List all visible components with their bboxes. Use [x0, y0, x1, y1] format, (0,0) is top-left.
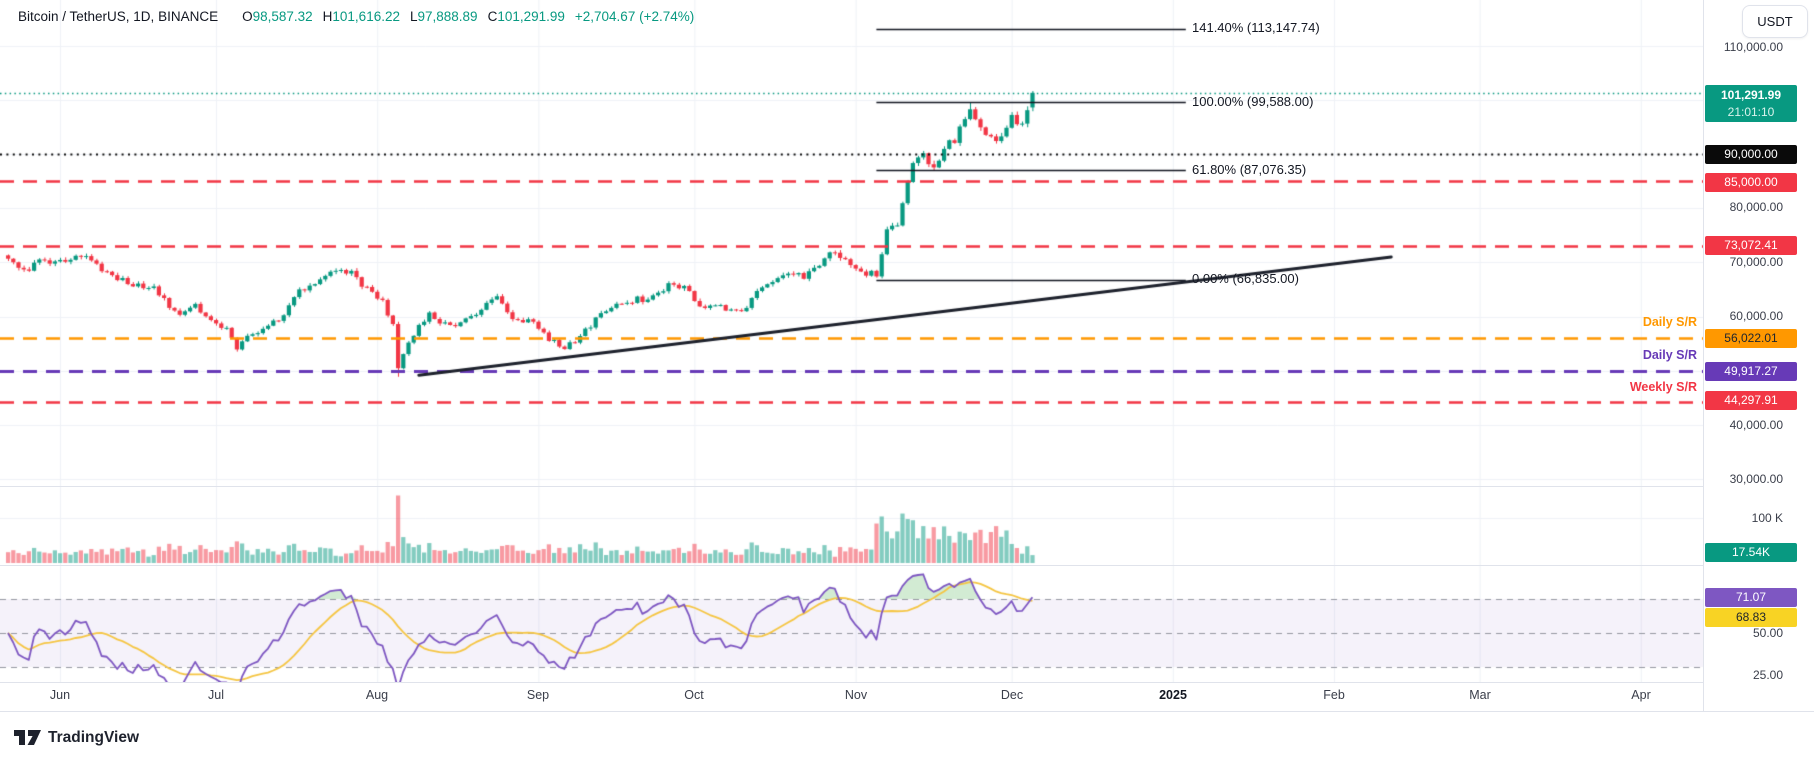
- time-axis-label-2025[interactable]: 2025: [1159, 688, 1187, 702]
- tradingview-mark-icon: [14, 730, 41, 745]
- time-axis-label-mar[interactable]: Mar: [1469, 688, 1491, 702]
- rsi-ma-badge: 68.83: [1705, 608, 1797, 627]
- level-badge-90000: 90,000.00: [1705, 145, 1797, 164]
- last-volume-badge: 17.54K: [1705, 543, 1797, 562]
- tradingview-logo-text: TradingView: [48, 728, 140, 746]
- price-axis-border: [1703, 0, 1704, 711]
- time-axis-label-oct[interactable]: Oct: [684, 688, 704, 702]
- time-axis-label-apr[interactable]: Apr: [1631, 688, 1651, 702]
- symbol-ohlc-bar[interactable]: Bitcoin / TetherUS, 1D, BINANCE O98,587.3…: [18, 9, 694, 24]
- last-price-value: 101,291.99: [1720, 88, 1782, 102]
- volume-pane-canvas[interactable]: [0, 487, 1703, 566]
- sr-label-daily-purple: Daily S/R: [1642, 348, 1697, 362]
- time-axis-label-jul[interactable]: Jul: [208, 688, 224, 702]
- last-price-badge: 101,291.99 21:01:10: [1705, 85, 1797, 122]
- time-axis-label-sep[interactable]: Sep: [526, 688, 550, 702]
- time-axis-label-feb[interactable]: Feb: [1323, 688, 1345, 702]
- time-axis-separator: [0, 682, 1703, 683]
- volume-axis-label[interactable]: 100 K: [1751, 511, 1783, 525]
- rsi-pane-canvas[interactable]: [0, 566, 1703, 682]
- price-axis-label[interactable]: 40,000.00: [1729, 418, 1783, 432]
- level-badge-73072: 73,072.41: [1705, 236, 1797, 255]
- close-label: C: [487, 9, 498, 24]
- tradingview-logo[interactable]: TradingView: [14, 728, 139, 747]
- time-axis-label-aug[interactable]: Aug: [365, 688, 389, 702]
- sr-label-daily-orange: Daily S/R: [1642, 315, 1697, 329]
- level-badge-85000: 85,000.00: [1705, 173, 1797, 192]
- rsi-pane-separator[interactable]: [0, 565, 1703, 566]
- symbol-title[interactable]: Bitcoin / TetherUS, 1D, BINANCE: [18, 9, 219, 24]
- fib-label-100[interactable]: 100.00% (99,588.00): [1192, 94, 1314, 109]
- level-badge-44297: 44,297.91: [1705, 391, 1797, 410]
- sr-label-weekly-red: Weekly S/R: [1629, 380, 1697, 394]
- low-label: L: [409, 9, 418, 24]
- fib-label-61[interactable]: 61.80% (87,076.35): [1192, 162, 1307, 177]
- time-axis-label-nov[interactable]: Nov: [844, 688, 868, 702]
- open-label: O: [242, 9, 253, 24]
- price-axis-label[interactable]: 60,000.00: [1729, 309, 1783, 323]
- high-value: 101,616.22: [332, 9, 400, 24]
- fib-label-141[interactable]: 141.40% (113,147.74): [1192, 20, 1320, 35]
- rsi-axis-label-25[interactable]: 25.00: [1752, 668, 1783, 682]
- open-value: 98,587.32: [252, 9, 313, 24]
- chart-bottom-border: [0, 711, 1814, 712]
- fib-label-0[interactable]: 0.00% (66,835.00): [1192, 271, 1299, 286]
- time-axis-label-jun[interactable]: Jun: [49, 688, 71, 702]
- bar-countdown: 21:01:10: [1727, 105, 1775, 119]
- level-badge-49917: 49,917.27: [1705, 362, 1797, 381]
- time-axis-label-dec[interactable]: Dec: [1000, 688, 1024, 702]
- price-pane-canvas[interactable]: [0, 0, 1703, 487]
- change-value: +2,704.67 (+2.74%): [574, 9, 695, 24]
- close-value: 101,291.99: [497, 9, 565, 24]
- low-value: 97,888.89: [417, 9, 478, 24]
- volume-pane-separator[interactable]: [0, 486, 1703, 487]
- high-label: H: [322, 9, 333, 24]
- price-axis-label[interactable]: 70,000.00: [1729, 255, 1783, 269]
- price-axis-label[interactable]: 80,000.00: [1729, 200, 1783, 214]
- rsi-value-badge: 71.07: [1705, 588, 1797, 607]
- price-axis-label[interactable]: 110,000.00: [1723, 40, 1783, 54]
- rsi-axis-label-50[interactable]: 50.00: [1752, 626, 1783, 640]
- price-axis-label[interactable]: 30,000.00: [1729, 472, 1783, 486]
- level-badge-56022: 56,022.01: [1705, 329, 1797, 348]
- currency-toggle-button[interactable]: USDT: [1742, 5, 1808, 38]
